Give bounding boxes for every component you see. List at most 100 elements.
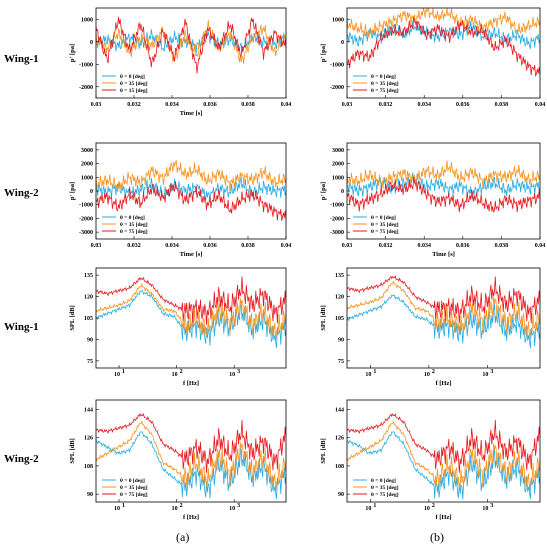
x-tick-label: 10 [365,506,371,512]
x-tick-label: 0.036 [203,102,217,108]
y-tick-label: 1000 [81,175,93,181]
y-tick-label: -3000 [79,230,93,236]
x-tick-label: 0.034 [165,102,179,108]
y-tick-label: 3000 [81,148,93,154]
x-tick-label: 0.038 [495,102,509,108]
series-line-3 [346,413,541,473]
x-tick-label: 0.04 [281,102,292,108]
y-tick-label: 90 [338,492,344,498]
legend-label-2: θ = 35 [deg] [371,81,399,87]
x-tick-label: 10 [229,372,235,378]
series-line-3 [95,16,287,74]
y-tick-label: 0 [341,189,344,195]
y-tick-label: -1000 [79,203,93,209]
series-line-3 [346,16,541,77]
column-label-b: (b) [430,530,444,544]
plot-frame [95,267,287,369]
y-tick-label: 2000 [332,162,344,168]
y-tick-label: 105 [335,316,344,322]
y-axis-label: SPL [dB] [320,438,327,463]
legend-label-2: θ = 35 [deg] [371,222,399,228]
legend-label-1: θ = 0 [deg] [120,478,145,484]
x-tick-label: 0.03 [91,102,102,108]
legend-label-1: θ = 0 [deg] [120,74,145,80]
x-tick-label: 0.036 [456,102,470,108]
y-tick-label: -3000 [330,230,344,236]
legend-label-3: θ = 75 [deg] [371,492,399,498]
x-tick-label: 0.04 [535,102,546,108]
y-tick-label: 2000 [81,162,93,168]
y-tick-label: 90 [87,337,93,343]
y-axis-label: p' [pa] [69,182,76,200]
series-line-3 [95,181,287,221]
series-line-2 [346,420,541,492]
y-tick-label: 1000 [332,17,344,23]
y-tick-label: 126 [84,436,93,442]
y-tick-label: 90 [338,337,344,343]
x-axis-label: Time [s] [180,110,203,117]
x-tick-label: 10 [482,506,488,512]
row-label-3: Wing-1 [4,321,39,333]
x-tick-exponent: 1 [373,369,376,375]
row-label-4: Wing-2 [4,453,39,465]
y-tick-label: 108 [84,464,93,470]
legend-label-2: θ = 35 [deg] [120,81,148,87]
x-axis-label: f [Hz] [183,380,199,387]
y-tick-label: 90 [87,492,93,498]
y-tick-label: 144 [335,407,344,413]
y-tick-label: 120 [84,295,93,301]
x-tick-exponent: 1 [373,503,376,509]
x-tick-label: 0.034 [165,243,179,249]
x-tick-label: 10 [424,506,430,512]
series-line-2 [346,7,541,38]
x-tick-label: 10 [229,506,235,512]
column-label-a: (a) [176,530,189,544]
y-tick-label: 0 [90,40,93,46]
series-line-2 [346,160,541,189]
y-tick-label: 1000 [81,17,93,23]
x-tick-exponent: 2 [180,503,183,509]
y-axis-label: SPL [dB] [320,305,327,330]
x-tick-label: 0.038 [495,243,509,249]
legend-label-1: θ = 0 [deg] [371,215,396,221]
plot-frame [346,7,541,99]
y-tick-label: -1000 [330,62,344,68]
x-axis-label: f [Hz] [183,514,199,521]
legend-label-1: θ = 0 [deg] [371,74,396,80]
y-tick-label: 0 [341,40,344,46]
x-tick-label: 0.032 [127,243,141,249]
x-tick-label: 0.032 [379,102,393,108]
series-line-2 [95,283,287,341]
x-tick-label: 0.04 [535,243,546,249]
x-tick-label: 0.034 [417,102,431,108]
panel-4: -3000 -2000 -1000 0 1000 2000 3000 0.03 0.032 0.0… [320,142,546,258]
y-tick-label: -2000 [79,85,93,91]
y-tick-label: 3000 [332,148,344,154]
x-tick-exponent: 3 [490,503,493,509]
y-axis-label: p' [pa] [320,44,327,62]
y-axis-label: SPL [dB] [69,305,76,330]
x-tick-label: 0.034 [417,243,431,249]
panel-1: -2000 -1000 0 1000 0.03 0.032 0.034 0.036 0.038 0… [69,7,292,117]
x-tick-exponent: 1 [122,503,125,509]
x-tick-label: 0.038 [241,102,255,108]
x-axis-label: f [Hz] [435,380,451,387]
x-tick-label: 0.036 [203,243,217,249]
y-axis-label: p' [pa] [320,182,327,200]
x-tick-label: 10 [424,372,430,378]
y-tick-label: -2000 [330,216,344,222]
y-tick-label: -2000 [79,216,93,222]
x-tick-exponent: 3 [237,369,240,375]
y-tick-label: 0 [90,189,93,195]
y-tick-label: 144 [84,407,93,413]
legend-label-3: θ = 75 [deg] [120,492,148,498]
y-tick-label: 135 [84,273,93,279]
x-tick-label: 0.03 [342,102,353,108]
y-tick-label: 1000 [332,175,344,181]
row-label-1: Wing-1 [4,53,39,65]
legend-label-2: θ = 35 [deg] [120,222,148,228]
y-tick-label: -1000 [79,62,93,68]
